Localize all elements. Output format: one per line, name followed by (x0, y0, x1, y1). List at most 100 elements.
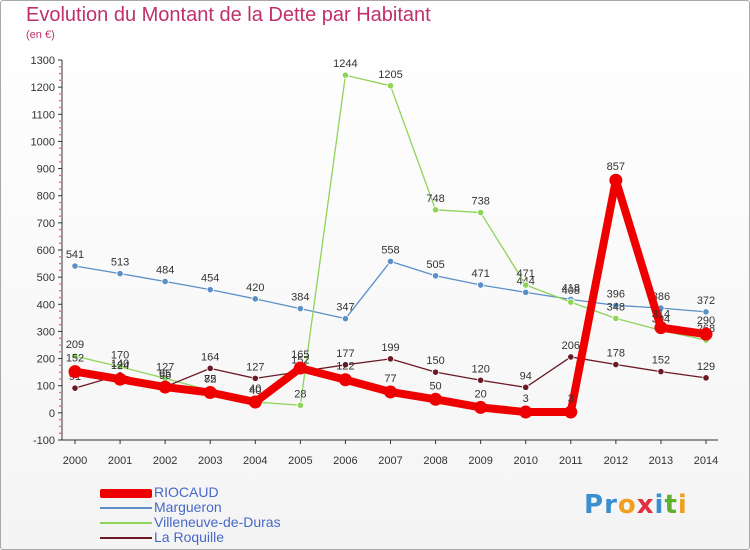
legend-swatch-margueron (100, 507, 152, 509)
data-point-villeneuve-de-duras (341, 71, 350, 79)
data-label-la-roquille: 199 (381, 342, 399, 354)
data-label-villeneuve-de-duras: 28 (294, 388, 306, 400)
data-label-la-roquille: 206 (562, 340, 580, 352)
y-tick-label: 400 (37, 299, 55, 311)
data-label-la-roquille: 127 (246, 361, 264, 373)
series-riocaud: 152 124 95 75 40 165 122 77 50 20 3 3 857 314 290 (66, 161, 715, 419)
series-la-roquille: 9114096164127152177199150120942061781521… (69, 340, 715, 392)
y-tick-label: 1300 (31, 55, 55, 67)
data-point-riocaud (384, 385, 397, 399)
y-minor-tick (59, 344, 61, 346)
data-point-margueron (702, 308, 710, 316)
y-tick-label: 0 (49, 408, 55, 420)
data-label-riocaud: 40 (249, 383, 261, 395)
data-label-riocaud: 77 (384, 373, 396, 385)
x-tick-label: 2005 (288, 455, 312, 467)
data-label-la-roquille: 152 (652, 355, 670, 367)
data-label-la-roquille: 120 (471, 363, 489, 375)
y-tick-label: 900 (37, 164, 55, 176)
data-label-riocaud: 152 (66, 353, 84, 365)
y-tick-label: 100 (37, 381, 55, 393)
y-minor-tick (59, 255, 61, 258)
legend-item-villeneuve: Villeneuve-de-Duras (100, 514, 360, 530)
logo-letter: P (584, 490, 605, 520)
data-label-villeneuve-de-duras: 209 (66, 339, 84, 351)
data-label-riocaud: 3 (523, 393, 529, 405)
data-point-villeneuve-de-duras (71, 352, 79, 360)
legend-item-margueron: Margueron (100, 499, 360, 515)
data-label-villeneuve-de-duras: 738 (471, 196, 489, 208)
y-minor-tick (59, 296, 61, 299)
data-point-villeneuve-de-duras (612, 314, 620, 322)
data-point-riocaud (68, 365, 82, 379)
data-label-riocaud: 20 (475, 388, 487, 400)
data-label-riocaud: 75 (204, 374, 216, 386)
data-label-riocaud: 290 (697, 315, 715, 327)
data-point-la-roquille (341, 361, 350, 369)
x-tick-label: 2008 (423, 455, 447, 467)
data-label-margueron: 484 (156, 264, 174, 276)
data-point-margueron (296, 305, 304, 313)
data-label-margueron: 347 (336, 302, 354, 314)
data-point-riocaud (519, 405, 533, 419)
data-label-la-roquille: 164 (201, 351, 219, 363)
data-point-la-roquille (251, 374, 259, 382)
x-tick-label: 2007 (378, 455, 402, 467)
y-minor-tick (59, 228, 61, 231)
data-label-margueron: 454 (201, 273, 219, 285)
logo-letter: x (636, 490, 655, 520)
data-label-villeneuve-de-duras: 748 (426, 193, 444, 205)
data-label-villeneuve-de-duras: 348 (607, 301, 625, 313)
x-tick-label: 2002 (153, 455, 177, 467)
y-minor-tick (59, 99, 61, 102)
y-minor-tick (59, 215, 61, 217)
data-point-riocaud (654, 321, 668, 335)
y-minor-tick (59, 201, 61, 204)
chart-subtitle: (en €) (26, 29, 55, 41)
data-label-villeneuve-de-duras: 408 (562, 285, 580, 297)
data-point-margueron (71, 262, 79, 270)
data-point-riocaud (338, 373, 352, 387)
x-tick-label: 2014 (694, 455, 718, 467)
data-point-villeneuve-de-duras (567, 298, 575, 306)
legend-swatch-la-roquille (100, 537, 152, 539)
y-minor-tick (59, 188, 61, 190)
legend-swatch-riocaud (100, 489, 152, 498)
y-tick-label: 300 (37, 326, 55, 338)
y-minor-tick (59, 147, 61, 150)
y-minor-tick (59, 371, 61, 373)
y-minor-tick (59, 133, 61, 136)
y-minor-tick (59, 425, 61, 428)
y-minor-tick (59, 269, 61, 272)
y-minor-tick (59, 378, 61, 380)
y-tick-label: 200 (37, 354, 55, 366)
data-label-margueron: 418 (562, 282, 580, 294)
legend-label-riocaud: RIOCAUD (154, 484, 219, 500)
proxiti-logo: Proxiti (584, 490, 688, 520)
data-point-la-roquille (71, 384, 79, 392)
data-label-margueron: 420 (246, 282, 264, 294)
data-point-margueron (522, 288, 530, 296)
y-minor-tick (59, 154, 61, 156)
y-minor-tick (59, 208, 61, 211)
y-minor-tick (59, 65, 61, 68)
data-point-margueron (477, 281, 485, 289)
data-label-margueron: 541 (66, 249, 84, 261)
data-label-villeneuve-de-duras: 127 (156, 361, 174, 373)
logo-letter: i (677, 490, 688, 520)
data-label-la-roquille: 178 (607, 348, 625, 360)
legend-label-margueron: Margueron (154, 499, 222, 515)
data-label-la-roquille: 129 (697, 361, 715, 373)
data-point-margueron (206, 286, 214, 294)
y-minor-tick (59, 79, 61, 82)
x-tick-label: 2001 (108, 455, 132, 467)
data-point-riocaud (474, 400, 488, 414)
data-point-riocaud (429, 392, 443, 406)
y-minor-tick (59, 120, 61, 122)
data-label-riocaud: 122 (336, 361, 354, 373)
y-minor-tick (59, 106, 61, 109)
data-point-villeneuve-de-duras (296, 401, 304, 409)
x-tick-label: 2003 (198, 455, 222, 467)
data-label-riocaud: 314 (652, 309, 670, 321)
